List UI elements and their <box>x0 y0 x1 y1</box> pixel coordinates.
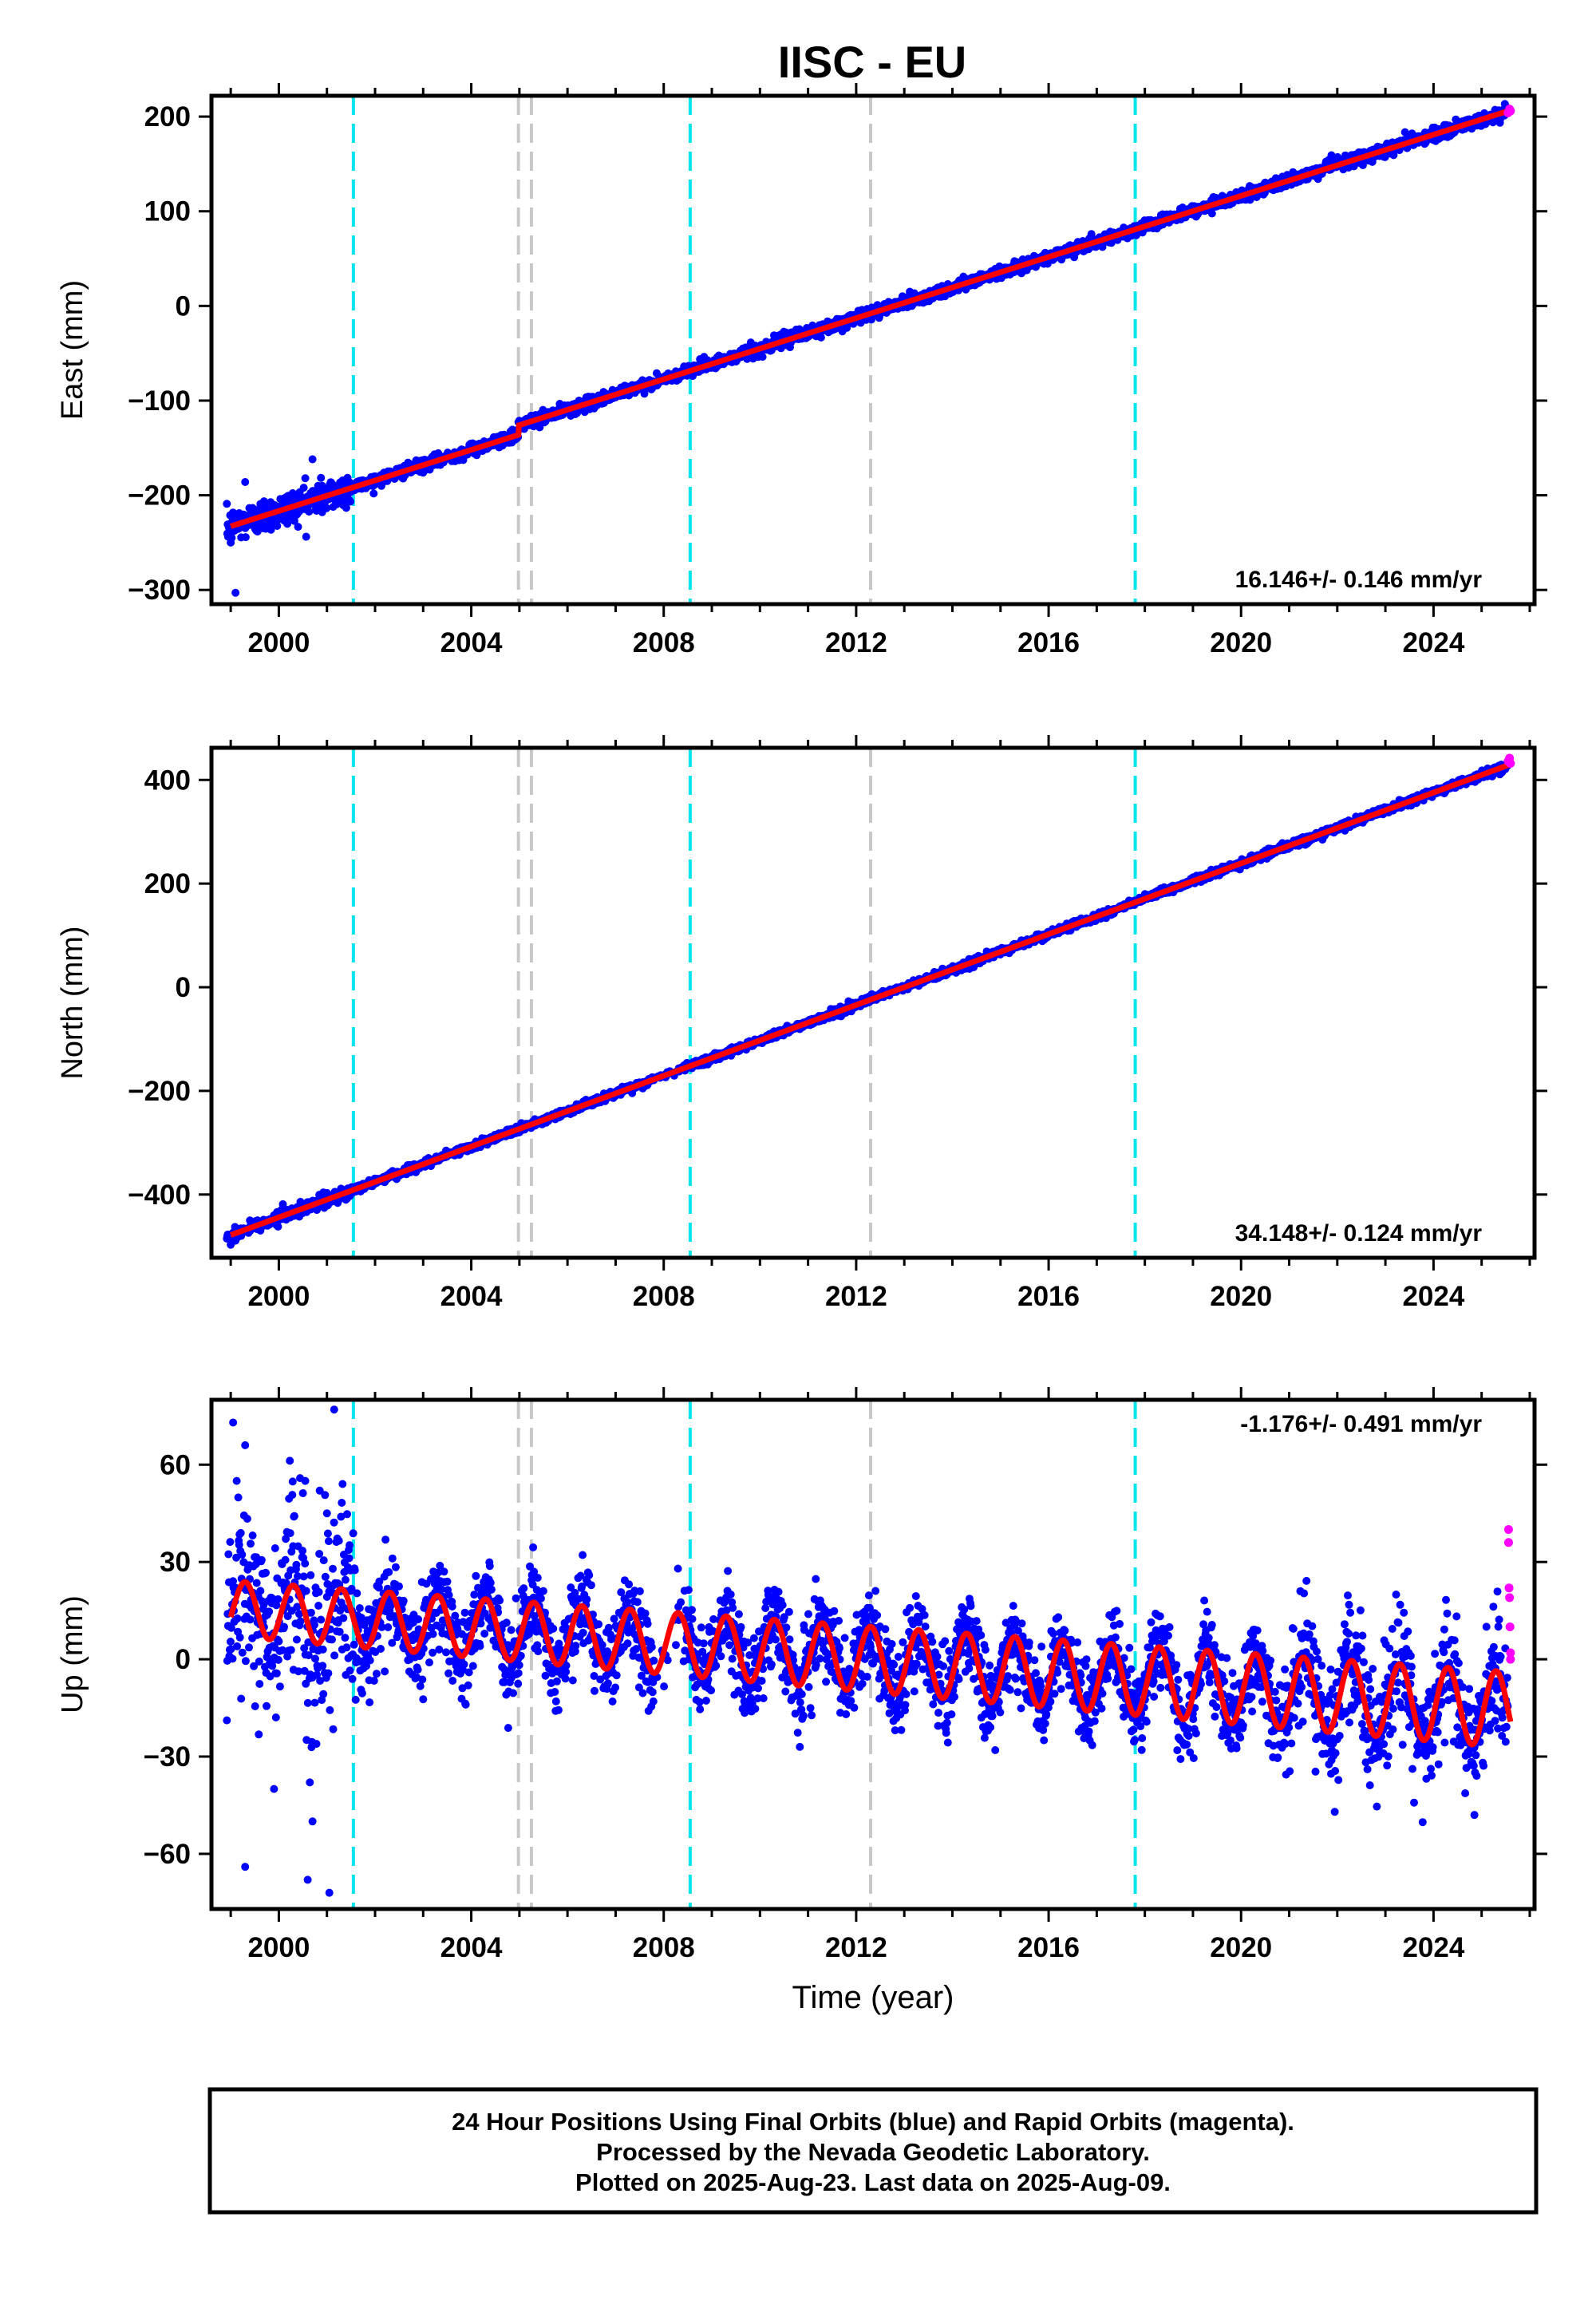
figure-title: IISC - EU <box>778 37 966 87</box>
outlier-point <box>241 477 250 486</box>
panel-east: 2000 2004 2008 2012 2016 2020 2024 200 100 0 −100 −… <box>56 83 1547 658</box>
x-tick-label: 2008 <box>633 627 695 658</box>
x-tick-label: 2020 <box>1210 627 1272 658</box>
position-point <box>267 525 275 534</box>
position-point <box>299 484 308 492</box>
rapid-point <box>1506 106 1515 116</box>
position-point <box>279 1199 287 1208</box>
position-point <box>317 473 326 482</box>
event-lines <box>351 96 1137 604</box>
position-point <box>273 522 282 530</box>
outlier-point <box>318 481 326 490</box>
position-point <box>283 520 292 528</box>
x-tick-label: 2004 <box>440 627 503 658</box>
position-point <box>294 523 302 532</box>
y-tick-label: −200 <box>128 480 191 512</box>
y-tick-label: −100 <box>128 385 191 417</box>
rate-label: 16.146+/- 0.146 mm/yr <box>1235 567 1483 593</box>
panel-north: 2000 2004 2008 2012 2016 2020 20244002000−200−… <box>56 735 1547 1312</box>
y-axis-label: East (mm) <box>56 280 89 420</box>
position-point <box>274 1223 282 1231</box>
panels: 2000 2004 2008 2012 2016 2020 2024 200 100 0 −100 −… <box>56 83 1547 2015</box>
position-point <box>1207 209 1216 218</box>
x-tick-label: 2016 <box>1017 627 1080 658</box>
x-tick-label: 2000 <box>247 627 310 658</box>
x-tick-label: 2024 <box>1402 627 1464 658</box>
rapid-orbit-points <box>1503 105 1515 117</box>
position-point <box>302 532 310 541</box>
position-point <box>322 504 331 512</box>
outlier-point <box>231 588 240 597</box>
position-point <box>573 409 581 417</box>
final-orbit-points <box>223 100 1512 597</box>
position-point <box>305 508 314 516</box>
position-point <box>1327 151 1336 160</box>
position-point <box>758 353 767 362</box>
y-tick-label: 200 <box>144 101 191 132</box>
outlier-point <box>227 538 235 547</box>
y-tick-label: 0 <box>176 290 191 322</box>
position-point <box>223 500 231 508</box>
y-tick-label: 100 <box>144 196 191 227</box>
y-tick-label: −300 <box>128 575 191 606</box>
plot-frame <box>209 93 1537 607</box>
position-point <box>342 504 350 512</box>
model-fit-line <box>229 107 1512 529</box>
outlier-point <box>308 455 317 464</box>
position-point <box>369 489 378 498</box>
position-point <box>346 497 355 506</box>
outlier-point <box>301 474 310 483</box>
x-tick-label: 2012 <box>825 627 887 658</box>
position-point <box>241 533 250 542</box>
event-lines <box>351 748 1137 1258</box>
position-point <box>248 504 257 512</box>
position-point <box>816 333 825 342</box>
